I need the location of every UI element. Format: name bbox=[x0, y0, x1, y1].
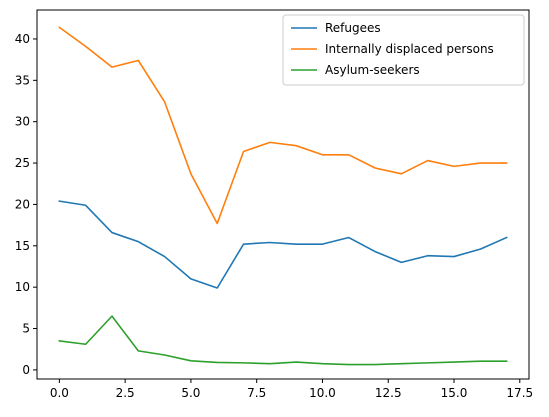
y-tick-label: 25 bbox=[15, 156, 30, 170]
y-tick-label: 15 bbox=[15, 239, 30, 253]
x-tick-label: 17.5 bbox=[506, 386, 533, 400]
legend: Refugees Internally displaced persons Asyl… bbox=[282, 14, 525, 86]
legend-label: Asylum-seekers bbox=[325, 63, 420, 77]
series-line-1 bbox=[58, 200, 508, 289]
y-tick-label: 5 bbox=[22, 322, 30, 336]
y-tick-label: 30 bbox=[15, 115, 30, 129]
axes-frame bbox=[36, 9, 530, 380]
y-tick-label: 35 bbox=[15, 73, 30, 87]
y-tick-label: 40 bbox=[15, 32, 30, 46]
series-line-2 bbox=[58, 26, 508, 225]
x-tick-label: 15.0 bbox=[441, 386, 468, 400]
legend-label: Refugees bbox=[325, 21, 381, 35]
x-tick-label: 10.0 bbox=[309, 386, 336, 400]
plot-area bbox=[58, 26, 508, 366]
y-tick-label: 0 bbox=[22, 363, 30, 377]
x-tick-label: 5.0 bbox=[181, 386, 200, 400]
series-line-3 bbox=[58, 315, 508, 366]
x-tick-label: 7.5 bbox=[247, 386, 266, 400]
x-tick-label: 0.0 bbox=[50, 386, 69, 400]
legend-label: Internally displaced persons bbox=[325, 42, 494, 56]
y-tick-label: 10 bbox=[15, 280, 30, 294]
x-axis: 0.0 2.5 5.0 7.5 10.0 12.5 15.0 17.5 bbox=[50, 379, 533, 400]
legend-box bbox=[282, 14, 525, 86]
y-tick-label: 20 bbox=[15, 197, 30, 211]
x-tick-label: 12.5 bbox=[375, 386, 402, 400]
x-tick-label: 2.5 bbox=[116, 386, 135, 400]
y-axis: 0 5 10 15 20 25 30 35 40 bbox=[15, 32, 37, 377]
